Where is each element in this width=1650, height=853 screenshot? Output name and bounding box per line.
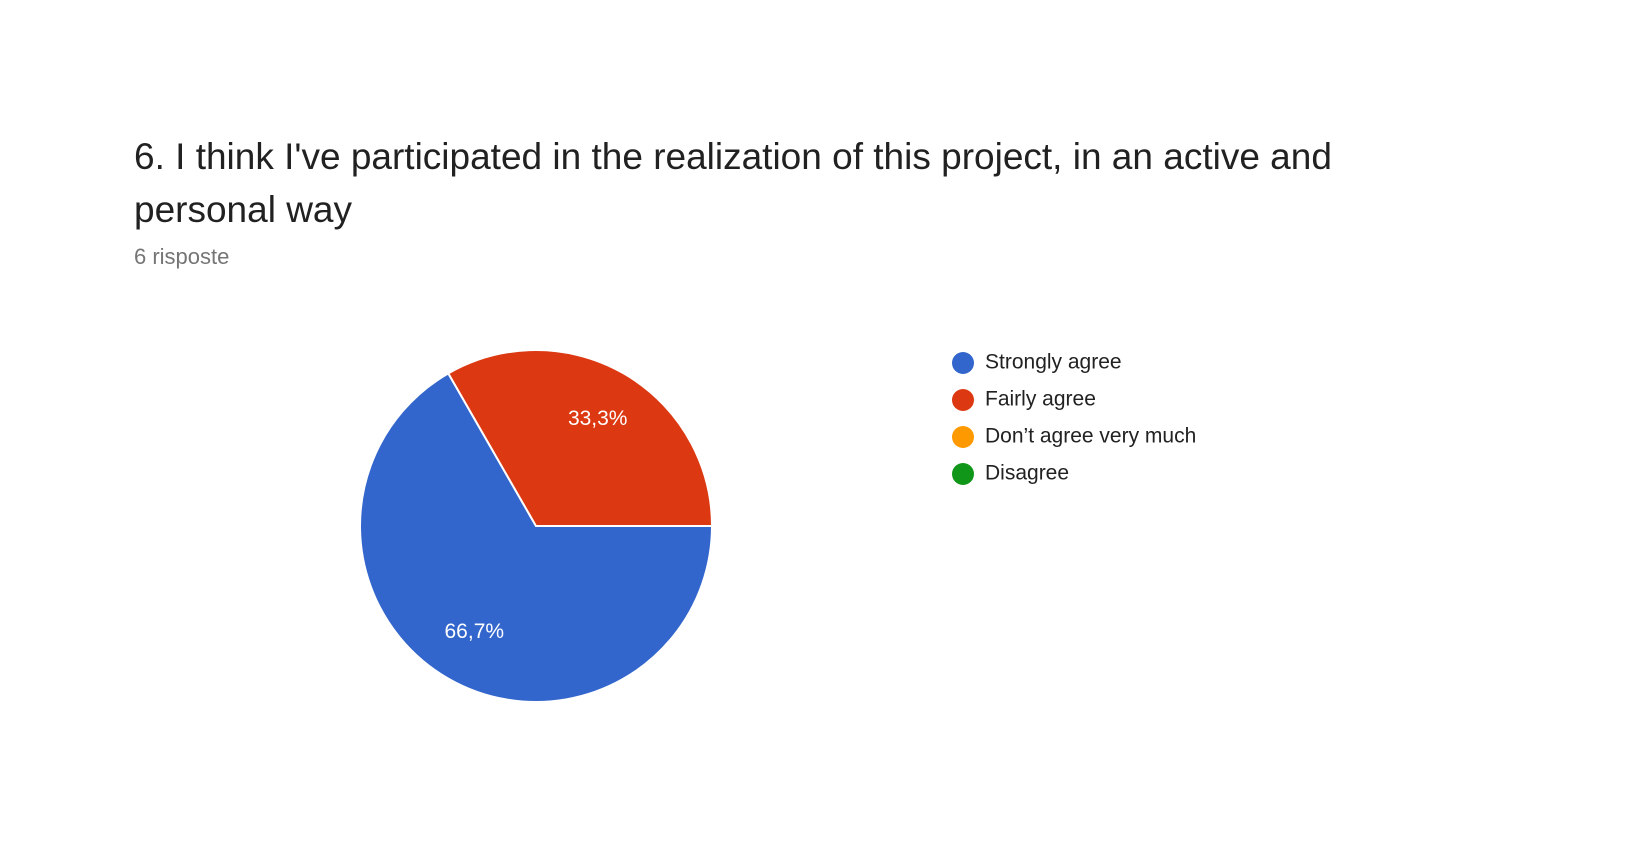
- pie-slice: [359, 372, 714, 703]
- legend-label: Don’t agree very much: [985, 425, 1196, 448]
- legend-label: Fairly agree: [985, 388, 1096, 411]
- chart-subtitle: 6 risposte: [134, 244, 230, 269]
- legend-swatch: [952, 352, 974, 374]
- legend-swatch: [952, 426, 974, 448]
- legend-label: Disagree: [985, 462, 1069, 485]
- legend-swatch: [952, 389, 974, 411]
- data-label: 33,3%: [568, 407, 628, 430]
- legend-swatch: [952, 463, 974, 485]
- pie-slice: [446, 349, 714, 527]
- legend-label: Strongly agree: [985, 351, 1122, 374]
- chart-title: 6. I think I've participated in the real…: [134, 136, 1332, 230]
- data-label: 66,7%: [445, 620, 505, 643]
